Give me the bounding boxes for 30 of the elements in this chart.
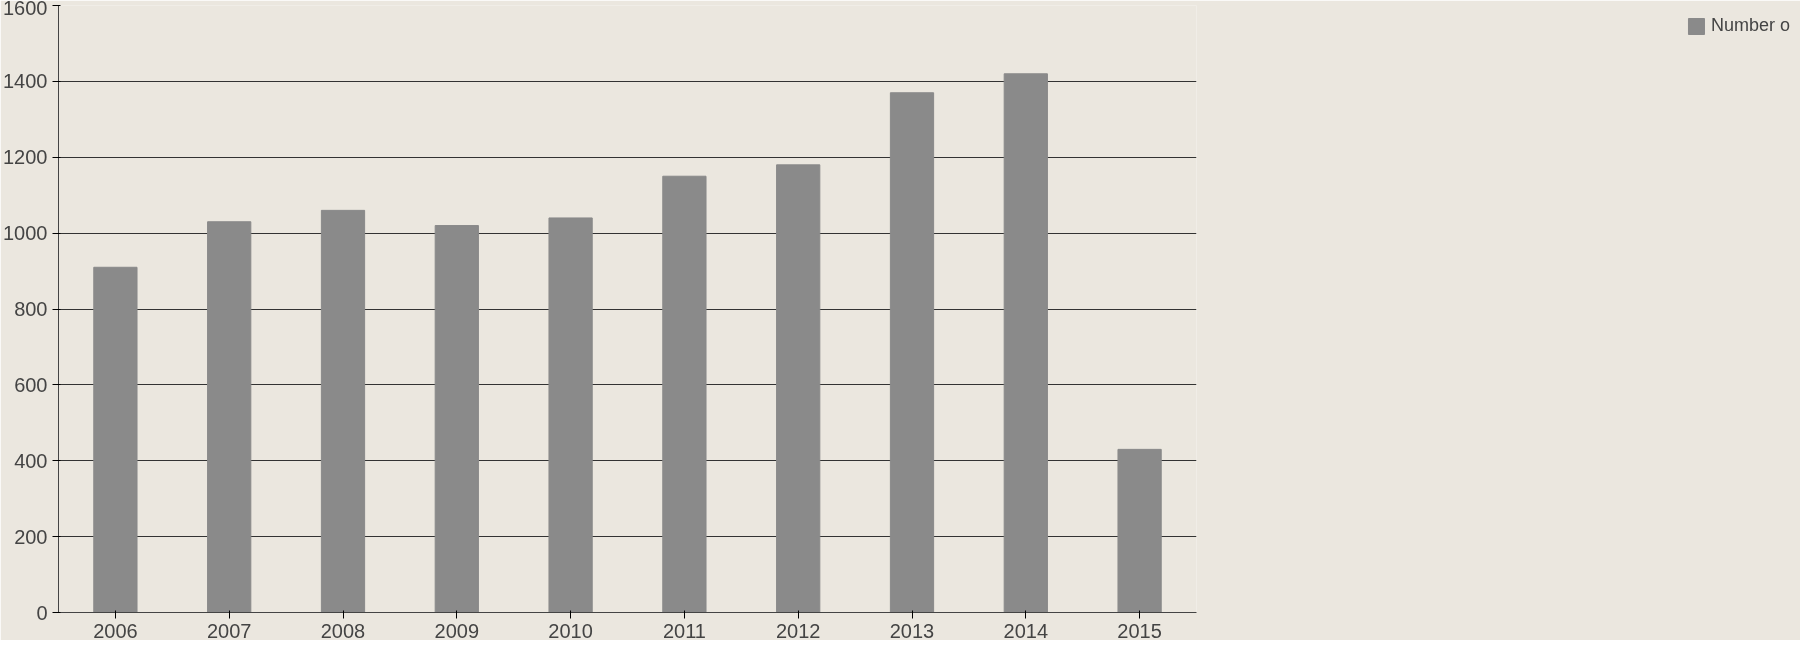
bar xyxy=(776,164,821,613)
bar xyxy=(93,266,138,613)
bar xyxy=(434,225,479,613)
y-tick-label: 800 xyxy=(14,298,48,320)
y-tick-label: 1600 xyxy=(3,0,48,19)
y-tick-label: 1400 xyxy=(3,70,48,93)
x-tick-label: 2008 xyxy=(320,619,366,642)
y-tick-label: 400 xyxy=(14,449,48,472)
x-tick-label: 2013 xyxy=(889,619,935,642)
y-tick-label: 200 xyxy=(14,525,48,548)
x-tick-label: 2012 xyxy=(775,619,821,642)
x-tick-label: 2014 xyxy=(1003,619,1049,642)
bar xyxy=(320,209,366,613)
bar xyxy=(662,175,707,613)
y-tick-label: 1200 xyxy=(3,146,48,169)
bar xyxy=(207,221,252,613)
bar xyxy=(548,217,593,613)
bar xyxy=(1117,448,1162,613)
x-tick-label: 2009 xyxy=(434,619,480,642)
y-tick-label: 600 xyxy=(14,373,48,396)
y-tick-label: 0 xyxy=(36,601,48,624)
x-tick-label: 2011 xyxy=(662,619,706,642)
y-tick-label: 1000 xyxy=(3,222,48,245)
x-tick-label: 2007 xyxy=(206,619,252,642)
x-tick-label: 2006 xyxy=(93,619,138,642)
x-tick-label: 2010 xyxy=(548,619,593,642)
bar xyxy=(889,92,935,613)
legend-label: Number o xyxy=(1710,15,1790,36)
bar xyxy=(1003,73,1048,613)
x-tick-label: 2015 xyxy=(1117,619,1162,642)
